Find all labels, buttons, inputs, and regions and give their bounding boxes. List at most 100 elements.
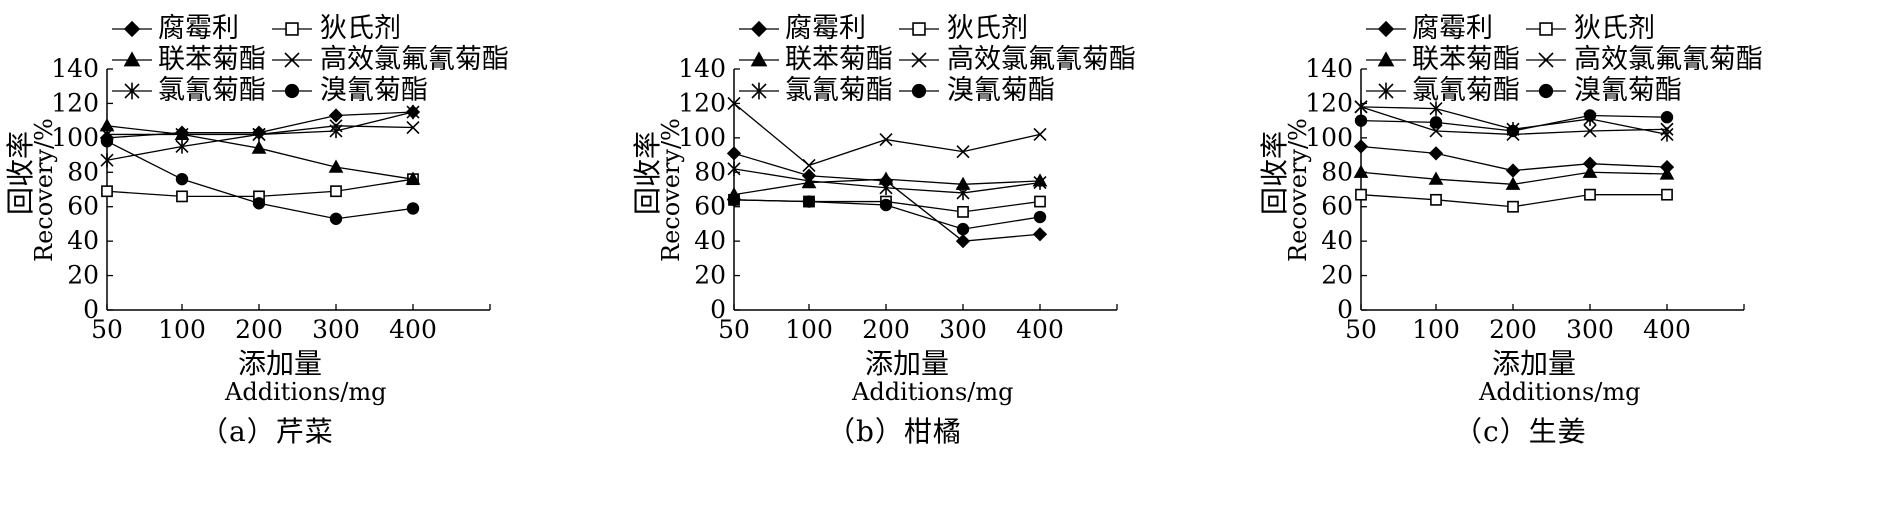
chart-c: 0 20 40 60 80 100 120 140 50 100 200 300 400	[1305, 20, 1745, 344]
data-point	[1660, 127, 1674, 142]
legend-label: 溴氰菊酯	[1574, 75, 1682, 106]
data-point	[175, 172, 189, 186]
x-tick-label: 200	[1489, 315, 1537, 344]
data-point	[175, 139, 189, 154]
data-point	[176, 190, 188, 203]
data-point	[802, 195, 816, 208]
legend-marker	[750, 51, 768, 67]
legend-marker	[284, 83, 300, 99]
y-tick-label: 100	[678, 123, 726, 152]
y-axis-label-en: Recovery/%	[657, 118, 685, 262]
data-point	[1582, 164, 1598, 178]
legend-marker	[911, 52, 927, 68]
legend-marker	[1377, 20, 1395, 38]
legend-label: 高效氯氟氰菊酯	[1574, 44, 1763, 75]
y-tick-label: 80	[1321, 157, 1353, 186]
data-point	[956, 185, 970, 201]
panel-b: 0 20 40 60 80 100 120 140 50 100 200 300 400 回收率 Rec…	[627, 0, 1254, 523]
y-tick-label: 100	[1305, 123, 1353, 152]
x-tick-label: 400	[1016, 315, 1064, 344]
data-point	[1584, 188, 1596, 201]
legend-label: 联苯菊酯	[158, 44, 266, 75]
y-tick-label: 120	[1305, 88, 1353, 117]
data-point	[1428, 146, 1444, 161]
data-point	[1354, 114, 1368, 127]
x-axis-label-cn: 添加量	[865, 347, 950, 380]
data-point	[1034, 195, 1046, 208]
data-point	[252, 197, 266, 210]
data-point	[1505, 163, 1521, 178]
legend-label: 腐霉利	[1412, 13, 1493, 44]
legend-marker	[123, 51, 141, 67]
y-tick-label: 100	[51, 123, 99, 152]
data-point	[727, 96, 741, 110]
legend-marker	[1377, 51, 1395, 67]
data-point	[406, 202, 420, 215]
y-tick-label: 0	[710, 295, 726, 324]
legend-marker	[1539, 22, 1553, 36]
y-tick-label: 140	[678, 54, 726, 83]
data-point	[1355, 188, 1367, 201]
x-tick-label: 100	[785, 315, 833, 344]
data-point	[727, 161, 741, 177]
y-axis-label-en: Recovery/%	[1284, 118, 1312, 262]
legend-label: 溴氰菊酯	[947, 75, 1055, 106]
data-point	[329, 212, 343, 225]
legend-label: 腐霉利	[158, 13, 239, 44]
y-tick-label: 80	[67, 157, 99, 186]
data-point	[1033, 127, 1047, 141]
panel-a: 0 20 40 60 80 100 120 140 50 100 200 300 400 回收率 Rec…	[0, 0, 627, 523]
data-point	[726, 146, 742, 161]
y-tick-label: 60	[1321, 192, 1353, 221]
data-point	[879, 198, 893, 212]
data-point	[1032, 227, 1048, 242]
x-tick-label: 100	[1412, 315, 1460, 344]
y-tick-label: 140	[1305, 54, 1353, 83]
x-tick-label: 200	[862, 315, 910, 344]
legend-label: 氯氰菊酯	[785, 75, 893, 106]
y-tick-label: 40	[67, 226, 99, 255]
data-point	[1428, 171, 1444, 185]
x-tick-label: 50	[1345, 315, 1377, 344]
y-tick-label: 60	[67, 192, 99, 221]
data-point	[1354, 99, 1368, 115]
data-point	[1353, 164, 1369, 178]
data-point	[1583, 124, 1597, 138]
y-axis-label-en: Recovery/%	[30, 118, 58, 262]
y-tick-label: 20	[1321, 261, 1353, 290]
x-tick-label: 300	[312, 315, 360, 344]
data-point	[1659, 166, 1675, 180]
data-point	[406, 120, 420, 135]
x-tick-label: 50	[718, 315, 750, 344]
legend-marker	[1538, 83, 1554, 99]
x-tick-label: 100	[158, 315, 206, 344]
y-tick-label: 40	[694, 226, 726, 255]
x-tick-label: 50	[91, 315, 123, 344]
y-tick-label: 40	[1321, 226, 1353, 255]
data-point	[1353, 139, 1369, 154]
x-axis-label-en: Additions/mg	[1479, 378, 1641, 406]
data-point	[802, 158, 816, 172]
x-tick-label: 300	[939, 315, 987, 344]
legend-marker	[124, 82, 140, 100]
y-tick-label: 20	[694, 261, 726, 290]
legend-marker	[1378, 82, 1394, 100]
data-point	[802, 173, 816, 189]
legend-label: 高效氯氟氰菊酯	[320, 44, 509, 75]
x-axis-label-cn: 添加量	[1492, 347, 1577, 380]
legend-label: 氯氰菊酯	[158, 75, 266, 106]
data-point	[1661, 188, 1673, 201]
data-point	[100, 135, 114, 148]
x-axis-label-en: Additions/mg	[225, 378, 387, 406]
legend-marker	[750, 20, 768, 38]
chart-a: 0 20 40 60 80 100 120 140 50 100 200 300 400	[51, 20, 491, 344]
x-tick-label: 400	[1643, 315, 1691, 344]
y-tick-label: 80	[694, 157, 726, 186]
panel-caption: （b）柑橘	[827, 415, 962, 448]
data-point	[99, 118, 115, 132]
panel-c: 0 20 40 60 80 100 120 140 50 100 200 300 400 回收率 Rec…	[1254, 0, 1881, 523]
data-point	[101, 185, 113, 198]
legend-label: 联苯菊酯	[1412, 44, 1520, 75]
data-point	[957, 205, 969, 218]
data-point	[328, 108, 344, 123]
